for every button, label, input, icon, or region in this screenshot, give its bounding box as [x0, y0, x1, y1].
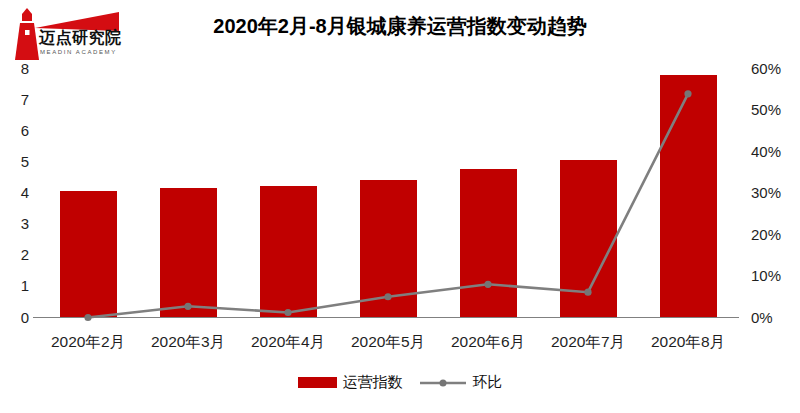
y2-axis-tick-label: 50%: [751, 101, 797, 119]
x-axis-tick-label: 2020年2月: [38, 333, 138, 351]
y-axis-tick-label: 4: [0, 184, 29, 202]
x-axis-tick-label: 2020年6月: [438, 333, 538, 351]
x-axis-tick-label: 2020年5月: [338, 333, 438, 351]
y2-axis-tick-label: 0%: [751, 309, 797, 327]
y-axis-tick-label: 0: [0, 309, 29, 327]
y-axis-tick-label: 5: [0, 153, 29, 171]
bar-2020年4月: [260, 186, 317, 317]
x-axis-tick-label: 2020年8月: [638, 333, 738, 351]
y-axis-tick-label: 6: [0, 122, 29, 140]
bar-2020年6月: [460, 169, 517, 317]
bar-2020年3月: [160, 188, 217, 317]
y2-axis-tick-label: 40%: [751, 143, 797, 161]
legend-line-marker: [419, 377, 467, 389]
bar-2020年5月: [360, 180, 417, 318]
chart-page: 迈点研究院 MEADIN ACADEMY 2020年2月-8月银城康养运营指数变…: [0, 0, 800, 413]
y-axis-tick-label: 3: [0, 215, 29, 233]
y2-axis-tick-label: 10%: [751, 267, 797, 285]
bar-2020年7月: [560, 160, 617, 317]
y-axis-tick-label: 7: [0, 91, 29, 109]
x-axis-tick-label: 2020年7月: [538, 333, 638, 351]
legend: 运营指数 环比: [0, 373, 800, 392]
legend-bar-label: 运营指数: [343, 373, 403, 392]
y2-axis-tick-label: 60%: [751, 60, 797, 78]
legend-bar-swatch: [298, 377, 337, 388]
plot-area: 0123456780%10%20%30%40%50%60%2020年2月2020…: [0, 0, 800, 413]
legend-line-label: 环比: [473, 373, 503, 392]
y-axis-tick-label: 1: [0, 277, 29, 295]
x-axis-tick-label: 2020年3月: [138, 333, 238, 351]
x-axis-line: [33, 317, 739, 319]
y-axis-tick-label: 2: [0, 246, 29, 264]
x-axis-tick-label: 2020年4月: [238, 333, 338, 351]
y2-axis-tick-label: 20%: [751, 226, 797, 244]
y2-axis-tick-label: 30%: [751, 184, 797, 202]
bar-2020年2月: [60, 191, 117, 317]
y-axis-tick-label: 8: [0, 60, 29, 78]
bar-2020年8月: [660, 75, 717, 317]
